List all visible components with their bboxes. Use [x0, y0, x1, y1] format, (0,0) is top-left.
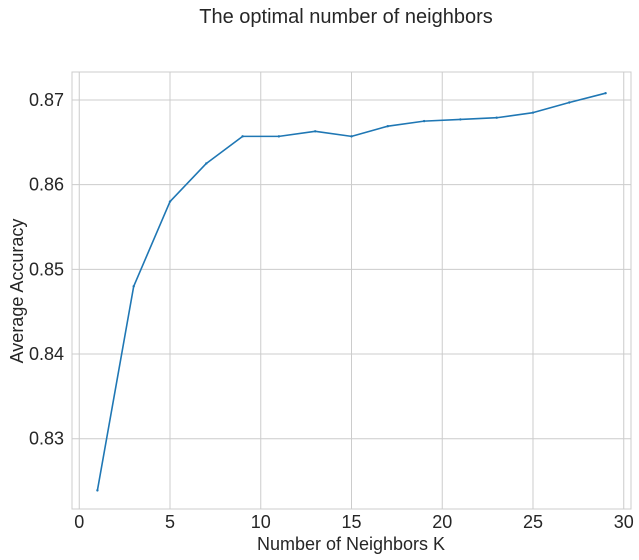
x-tick-label: 0	[74, 512, 84, 532]
accuracy-point	[568, 101, 571, 104]
x-tick-label: 25	[523, 512, 543, 532]
y-tick-label: 0.84	[29, 344, 64, 364]
accuracy-point	[277, 135, 281, 138]
chart-title: The optimal number of neighbors	[199, 6, 493, 28]
accuracy-point	[96, 489, 99, 492]
x-ticks: 0 5 10 15 20 25 30	[74, 512, 634, 532]
accuracy-point	[531, 111, 535, 114]
x-tick-label: 20	[432, 512, 452, 532]
x-axis-label: Number of Neighbors K	[257, 534, 445, 554]
accuracy-point	[314, 130, 317, 133]
accuracy-point	[241, 135, 244, 138]
accuracy-point	[168, 200, 172, 203]
accuracy-point	[205, 162, 208, 165]
grid	[72, 72, 631, 509]
y-axis-label: Average Accuracy	[7, 219, 27, 364]
accuracy-point	[132, 285, 135, 288]
y-tick-label: 0.83	[29, 429, 64, 449]
x-tick-label: 5	[165, 512, 175, 532]
x-tick-label: 10	[251, 512, 271, 532]
y-ticks: 0.83 0.84 0.85 0.86 0.87	[29, 90, 64, 449]
accuracy-point	[459, 118, 462, 121]
plot-frame	[71, 71, 632, 510]
accuracy-point	[386, 125, 389, 128]
series	[96, 91, 607, 492]
accuracy-point	[495, 116, 498, 119]
x-tick-label: 15	[341, 512, 361, 532]
y-tick-label: 0.85	[29, 259, 64, 279]
accuracy-point	[422, 119, 426, 123]
accuracy-point	[350, 135, 353, 138]
y-tick-label: 0.86	[29, 175, 64, 195]
accuracy-point	[604, 91, 607, 95]
x-tick-label: 30	[614, 512, 634, 532]
y-tick-label: 0.87	[29, 90, 64, 110]
